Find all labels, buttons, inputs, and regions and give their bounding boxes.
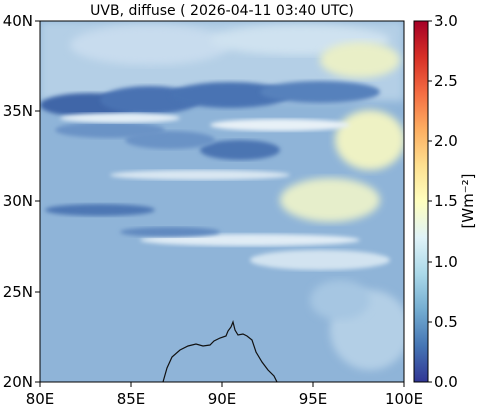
x-tick-label: 85E xyxy=(117,390,146,408)
colorbar-tick-label: 2.5 xyxy=(434,72,458,90)
colorbar-gradient xyxy=(413,20,429,383)
x-tick-label: 95E xyxy=(299,390,328,408)
x-tick-label: 100E xyxy=(385,390,423,408)
colorbar-tick-label: 3.0 xyxy=(434,12,458,30)
colorbar-tick-label: 0.0 xyxy=(434,373,458,391)
colorbar-tick-label: 1.0 xyxy=(434,253,458,271)
map-field xyxy=(40,21,404,382)
y-tick-label: 20N xyxy=(3,373,33,391)
coastline xyxy=(162,320,278,383)
y-tick-label: 40N xyxy=(3,12,33,30)
y-tick-label: 35N xyxy=(3,102,33,120)
map-title: UVB, diffuse ( 2026-04-11 03:40 UTC) xyxy=(90,3,354,19)
colorbar-tick-label: 2.0 xyxy=(434,132,458,150)
y-axis: 40N 35N 30N 25N 20N xyxy=(3,12,40,391)
x-tick-label: 90E xyxy=(208,390,237,408)
y-tick-label: 25N xyxy=(3,283,33,301)
colorbar-tick-label: 0.5 xyxy=(434,313,458,331)
x-axis: 80E 85E 90E 95E 100E xyxy=(26,382,423,408)
colorbar: 3.0 2.5 2.0 1.5 1.0 0.5 0.0 [Wm⁻²] xyxy=(413,12,477,391)
x-tick-label: 80E xyxy=(26,390,55,408)
y-tick-label: 30N xyxy=(3,192,33,210)
colorbar-label: [Wm⁻²] xyxy=(459,173,477,228)
colorbar-tick-label: 1.5 xyxy=(434,192,458,210)
